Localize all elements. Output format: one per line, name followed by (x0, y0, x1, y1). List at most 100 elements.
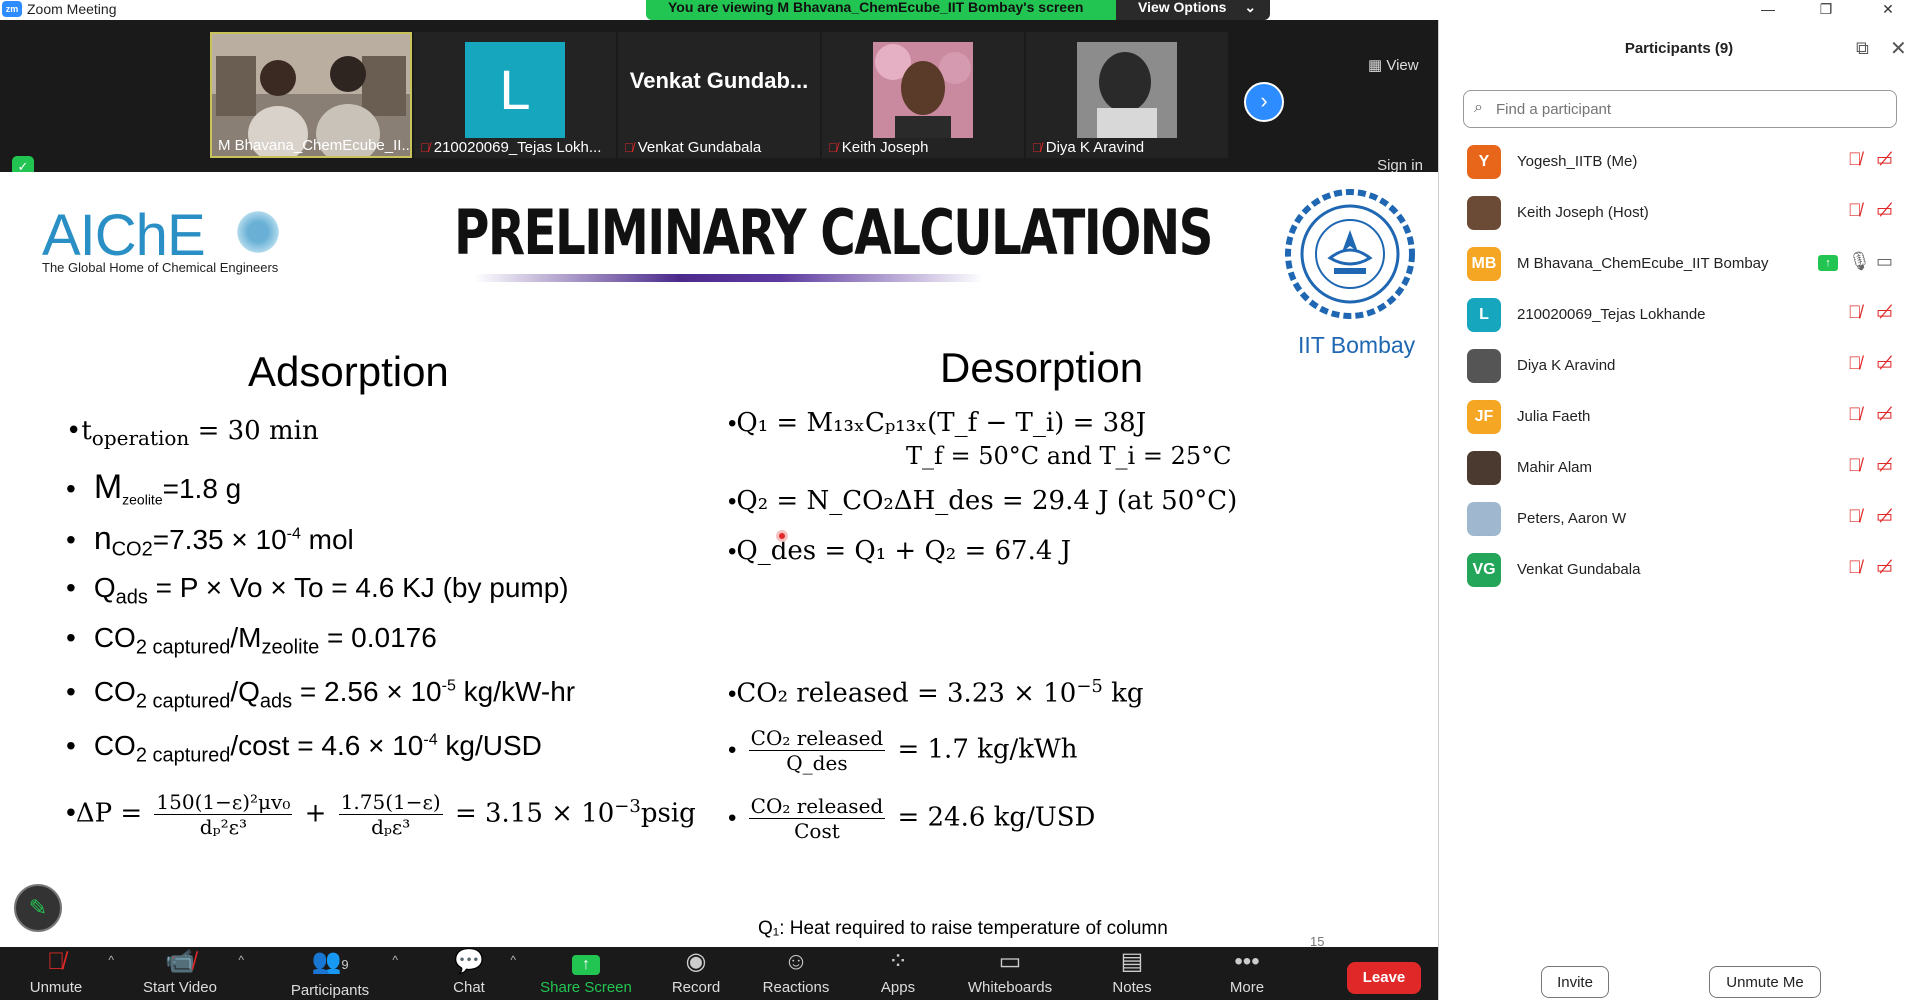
meeting-toolbar: 🎙̸ Unmute ^ 📹̸ Start Video ^ 👥9 Particip… (0, 947, 1438, 1000)
ratio3-exponent: -4 (423, 731, 438, 749)
next-page-arrow[interactable]: › (1244, 82, 1284, 122)
unmute-me-button[interactable]: Unmute Me (1709, 966, 1821, 998)
apps-button[interactable]: ⁘ Apps (874, 947, 922, 1000)
video-tile[interactable]: L 🎙̸ 210020069_Tejas Lokh... (414, 32, 616, 158)
video-strip: M Bhavana_ChemEcube_II... L 🎙̸ 210020069_… (0, 20, 1438, 172)
video-off-icon: ▭̸ (1876, 353, 1894, 373)
participant-photo (1467, 502, 1501, 536)
minimize-button[interactable]: — (1761, 1, 1775, 17)
participants-button[interactable]: 👥9 Participants ^ (284, 947, 398, 1000)
close-icon[interactable]: ✕ (1890, 38, 1907, 60)
participant-row[interactable]: Mahir Alam 🎙̸ ▭̸ (1439, 443, 1918, 494)
iit-bombay-seal-icon (1285, 189, 1415, 319)
chat-icon: 💬 (454, 948, 484, 975)
participant-row[interactable]: Diya K Aravind 🎙̸ ▭̸ (1439, 341, 1918, 392)
presenter-video (212, 34, 410, 156)
unmute-label: Unmute (29, 979, 83, 996)
video-tile[interactable]: M Bhavana_ChemEcube_II... (210, 32, 412, 158)
unmute-button[interactable]: 🎙̸ Unmute ^ (20, 947, 114, 1000)
participants-icon: 👥9 (311, 948, 349, 975)
mic-icon: 🎙 (1848, 251, 1871, 271)
ratio1-b: 2 captured (135, 636, 231, 659)
video-tile[interactable]: 🎙̸ Diya K Aravind (1026, 32, 1228, 158)
bullet-q2: •Q₂ = N_CO₂ΔH_des = 29.4 J (at 50°C) (728, 486, 1238, 516)
ratio2-b: 2 captured (135, 690, 231, 713)
participant-avatar: MB (1467, 247, 1501, 281)
notes-button[interactable]: ▤ Notes (1106, 947, 1158, 1000)
participant-row[interactable]: Peters, Aaron W 🎙̸ ▭̸ (1439, 494, 1918, 545)
whiteboards-button[interactable]: ▭ Whiteboards (958, 947, 1062, 1000)
dp-unit: psig (640, 798, 696, 829)
participant-photo (1467, 196, 1501, 230)
mic-off-icon: 🎙̸ (1848, 404, 1862, 424)
video-icon: ▭ (1876, 251, 1894, 271)
popout-icon[interactable]: ⧉ (1856, 38, 1869, 58)
participants-title: Participants (9) (1624, 40, 1734, 57)
bullet-co2-per-qdes: • CO₂ released Q_des = 1.7 kg/kWh (728, 726, 1078, 775)
mic-off-icon: 🎙̸ (1032, 140, 1042, 155)
ratio2-d: ads (259, 690, 293, 713)
video-tile[interactable]: Venkat Gundab... 🎙̸ Venkat Gundabala (618, 32, 820, 158)
mic-off-icon: 🎙̸ (1848, 506, 1862, 526)
search-input[interactable] (1496, 97, 1886, 121)
invite-button[interactable]: Invite (1541, 966, 1609, 998)
video-tile[interactable]: 🎙̸ Keith Joseph (822, 32, 1024, 158)
video-off-icon: ▭̸ (1876, 404, 1894, 424)
record-label: Record (671, 979, 721, 996)
annotate-pen-button[interactable]: ✎ (14, 884, 62, 932)
close-window-button[interactable]: ✕ (1882, 1, 1894, 17)
video-off-icon: ▭̸ (1876, 455, 1894, 475)
m-value: =1.8 g (162, 473, 242, 504)
chevron-up-icon: ^ (510, 953, 516, 967)
bullet-ratio-zeolite: • CO2 captured/Mzeolite = 0.0176 (66, 622, 437, 659)
restore-button[interactable]: ❐ (1819, 1, 1833, 17)
participant-row[interactable]: MB M Bhavana_ChemEcube_IIT Bombay ↑ 🎙 ▭ (1439, 239, 1918, 290)
participant-row[interactable]: Y Yogesh_IITB (Me) 🎙̸ ▭̸ (1439, 137, 1918, 188)
tile-name-row: 🎙̸ Diya K Aravind (1032, 139, 1144, 156)
frac2: CO₂ released Cost (748, 794, 886, 843)
ratio1-a: CO (93, 622, 136, 653)
participant-row[interactable]: JF Julia Faeth 🎙̸ ▭̸ (1439, 392, 1918, 443)
participant-name: Peters, Aaron W (1517, 510, 1627, 527)
record-button[interactable]: ◉ Record (668, 947, 724, 1000)
tile-name-row: 🎙̸ Keith Joseph (828, 139, 928, 156)
m-symbol: M (93, 468, 123, 506)
participants-panel: Participants (9) ⧉ ✕ ⌕ Y Yogesh_IITB (Me)… (1438, 20, 1918, 1000)
share-screen-button[interactable]: ↑ Share Screen (538, 947, 634, 1000)
frac1-num: CO₂ released (748, 726, 886, 751)
leave-button[interactable]: Leave (1347, 962, 1421, 994)
whiteboard-icon: ▭ (998, 948, 1022, 975)
ratio2-c: /Q (230, 676, 260, 707)
participant-photo (1467, 451, 1501, 485)
t-symbol: t (81, 416, 92, 446)
tile-name: Diya K Aravind (1045, 139, 1145, 156)
frac1-value: = 1.7 kg/kWh (897, 734, 1078, 765)
participant-row[interactable]: Keith Joseph (Host) 🎙̸ ▭̸ (1439, 188, 1918, 239)
q-symbol: Q (93, 572, 116, 603)
tile-name: M Bhavana_ChemEcube_II... (218, 137, 412, 154)
n-exponent: -4 (286, 525, 301, 543)
screen-share-icon: ↑ (1818, 255, 1838, 271)
participant-row[interactable]: L 210020069_Tejas Lokhande 🎙̸ ▭̸ (1439, 290, 1918, 341)
view-options-button[interactable]: View Options ⌄ (1116, 0, 1270, 20)
more-button[interactable]: ••• More (1222, 947, 1272, 1000)
dp-den2: dₚε³ (371, 815, 411, 839)
mic-off-icon: 🎙̸ (1848, 455, 1862, 475)
view-button[interactable]: ▦ View (1368, 56, 1419, 74)
bullet-pressure-drop: •ΔP = 150(1−ε)²μv₀ dₚ²ε³ + 1.75(1−ε) dₚε³ … (66, 790, 696, 839)
co2-released-exponent: −5 (1076, 676, 1103, 697)
participant-name: Diya K Aravind (1517, 357, 1616, 374)
participant-row[interactable]: VG Venkat Gundabala 🎙̸ ▭̸ (1439, 545, 1918, 596)
participants-label: Participants (290, 982, 370, 999)
bullet-q-ads: • Qads = P × Vo × To = 4.6 KJ (by pump) (66, 572, 569, 609)
more-label: More (1229, 979, 1265, 996)
frac2-value: = 24.6 kg/USD (897, 802, 1096, 833)
start-video-button[interactable]: 📹̸ Start Video ^ (130, 947, 244, 1000)
chat-button[interactable]: 💬 Chat ^ (444, 947, 516, 1000)
adsorption-heading: Adsorption (248, 348, 449, 395)
co2-released-unit: kg (1102, 678, 1144, 709)
reactions-button[interactable]: ☺ Reactions (756, 947, 836, 1000)
participant-name: Yogesh_IITB (Me) (1517, 153, 1638, 170)
dp-fraction-2: 1.75(1−ε) dₚε³ (338, 790, 443, 839)
zoom-app-icon: zm (2, 1, 22, 17)
